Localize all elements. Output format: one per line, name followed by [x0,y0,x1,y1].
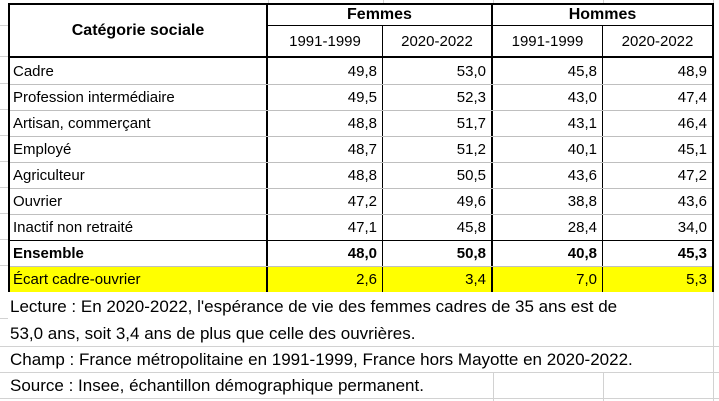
sheet-gridline [493,0,494,3]
value-cell[interactable]: 48,0 [268,241,383,266]
header-cell-hommes-1991-1999[interactable]: 1991-1999 [493,26,603,56]
value-cell[interactable]: 49,8 [268,58,383,84]
value-cell[interactable]: 3,4 [383,267,493,292]
value-cell[interactable]: 47,4 [677,89,707,106]
sheet-gridline [603,372,604,401]
sheet-gridline [0,83,8,84]
sheet-gridline [0,318,8,319]
row-label[interactable]: Ensemble [10,241,268,266]
value-cell[interactable]: 40,8 [493,241,603,266]
value-cell[interactable]: 45,3 [677,245,707,262]
sheet-gridline [0,187,8,188]
value-cell[interactable]: 43,6 [677,193,707,210]
sheet-gridline [0,56,8,57]
value-cell[interactable]: 5,3 [686,271,707,288]
value-cell[interactable]: 43,1 [493,111,603,136]
value-cell[interactable]: 49,5 [268,85,383,110]
value-cell[interactable]: 48,8 [268,163,383,188]
row-label[interactable]: Profession intermédiaire [10,85,268,110]
header-cell-hommes-2020-2022[interactable]: 2020-2022 [621,32,694,50]
life-expectancy-table: Catégorie sociale Femmes Hommes 1991-199… [8,3,714,292]
value-cell[interactable]: 7,0 [493,267,603,292]
row-label[interactable]: Cadre [10,58,268,84]
value-cell[interactable]: 47,2 [268,189,383,214]
table-row-agriculteur: Agriculteur 48,8 50,5 43,6 47,2 [10,162,712,188]
header-cell-categorie-sociale[interactable]: Catégorie sociale [10,5,268,56]
sheet-gridline [713,292,714,401]
value-cell[interactable]: 51,7 [383,111,493,136]
value-cell[interactable]: 50,8 [383,241,493,266]
sheet-gridline [713,0,714,3]
value-cell[interactable]: 48,9 [677,62,707,80]
note-champ[interactable]: Champ : France métropolitaine en 1991-19… [10,350,633,369]
sheet-gridline [0,346,719,347]
value-cell[interactable]: 45,8 [493,58,603,84]
table-row-ensemble: Ensemble 48,0 50,8 40,8 45,3 [10,240,712,266]
header-cell-femmes-1991-1999[interactable]: 1991-1999 [268,26,383,56]
sheet-gridline [0,239,8,240]
sheet-gridline [0,398,719,399]
value-cell[interactable]: 50,5 [383,163,493,188]
value-cell[interactable]: 28,4 [493,215,603,240]
sheet-gridline [0,109,8,110]
row-label[interactable]: Inactif non retraité [10,215,268,240]
table-row-employe: Employé 48,7 51,2 40,1 45,1 [10,136,712,162]
header-cell-femmes[interactable]: Femmes [268,5,493,26]
note-lecture-line1[interactable]: Lecture : En 2020-2022, l'espérance de v… [10,297,618,316]
value-cell[interactable]: 46,4 [677,115,707,132]
table-header: Catégorie sociale Femmes Hommes 1991-199… [10,5,712,58]
sheet-gridline [0,372,719,373]
note-lecture-line2[interactable]: 53,0 ans, soit 3,4 ans de plus que celle… [10,324,416,343]
header-cell-femmes-2020-2022[interactable]: 2020-2022 [383,26,493,56]
sheet-gridline [0,161,8,162]
sheet-gridline [0,135,8,136]
value-cell[interactable]: 43,6 [493,163,603,188]
table-row-cadre: Cadre 49,8 53,0 45,8 48,9 [10,58,712,84]
table-row-ouvrier: Ouvrier 47,2 49,6 38,8 43,6 [10,188,712,214]
table-row-ecart-cadre-ouvrier: Écart cadre-ouvrier 2,6 3,4 7,0 5,3 [10,266,712,292]
value-cell[interactable]: 2,6 [268,267,383,292]
value-cell[interactable]: 47,2 [677,167,707,184]
value-cell[interactable]: 48,7 [268,137,383,162]
header-cell-hommes[interactable]: Hommes [493,5,712,26]
value-cell[interactable]: 40,1 [493,137,603,162]
value-cell[interactable]: 48,8 [268,111,383,136]
sheet-gridline [0,265,8,266]
sheet-gridline [493,372,494,401]
value-cell[interactable]: 52,3 [383,85,493,110]
sheet-gridline [383,0,384,3]
table-row-profession-intermediaire: Profession intermédiaire 49,5 52,3 43,0 … [10,84,712,110]
row-label[interactable]: Employé [10,137,268,162]
value-cell[interactable]: 34,0 [677,219,707,236]
row-label[interactable]: Agriculteur [10,163,268,188]
value-cell[interactable]: 49,6 [383,189,493,214]
value-cell[interactable]: 53,0 [383,58,493,84]
value-cell[interactable]: 43,0 [493,85,603,110]
note-source[interactable]: Source : Insee, échantillon démographiqu… [10,376,424,395]
sheet-gridline [0,25,8,26]
sheet-gridline [0,213,8,214]
value-cell[interactable]: 47,1 [268,215,383,240]
table-row-inactif-non-retraite: Inactif non retraité 47,1 45,8 28,4 34,0 [10,214,712,240]
sheet-gridline [603,0,604,3]
sheet-gridline [268,0,269,3]
value-cell[interactable]: 45,1 [677,141,707,158]
table-row-artisan-commercant: Artisan, commerçant 48,8 51,7 43,1 46,4 [10,110,712,136]
row-label[interactable]: Écart cadre-ouvrier [10,267,268,292]
row-label[interactable]: Ouvrier [10,189,268,214]
value-cell[interactable]: 38,8 [493,189,603,214]
row-label[interactable]: Artisan, commerçant [10,111,268,136]
value-cell[interactable]: 45,8 [383,215,493,240]
value-cell[interactable]: 51,2 [383,137,493,162]
